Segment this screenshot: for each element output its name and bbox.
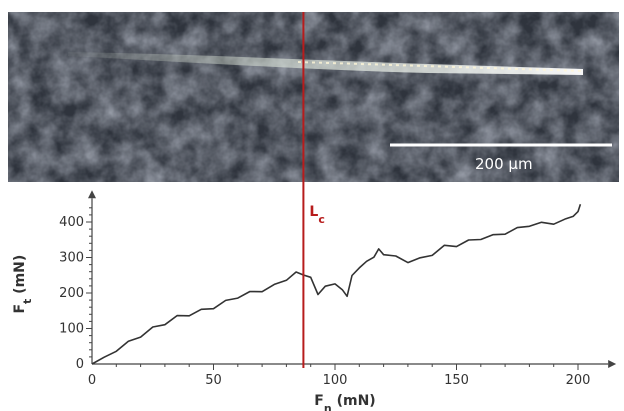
x-axis-arrow [608, 360, 617, 368]
x-tick-label: 50 [205, 373, 222, 388]
y-tick-label: 100 [59, 322, 84, 337]
y-axis-arrow [88, 190, 96, 199]
scale-bar-label: 200 µm [475, 155, 533, 173]
series [91, 204, 582, 365]
y-tick-label: 300 [59, 251, 84, 266]
axes [88, 190, 617, 368]
y-tick-label: 400 [59, 215, 84, 230]
y-tick-label: 0 [76, 357, 84, 372]
series-line [91, 204, 582, 365]
x-tick-label: 150 [444, 373, 469, 388]
scratch-track [68, 52, 583, 75]
y-tick-label: 200 [59, 286, 84, 301]
ticks: 0 50 100 150 200 0 100 200 300 400 [59, 207, 591, 388]
x-tick-label: 100 [323, 373, 348, 388]
y-axis-title: Ft (mN) [12, 255, 34, 314]
x-axis-title: Fn (mN) [314, 393, 375, 411]
critical-load-label: Lc [309, 204, 324, 226]
x-tick-label: 200 [566, 373, 591, 388]
micrograph-image: 200 µm [8, 12, 619, 182]
x-tick-label: 0 [88, 373, 96, 388]
